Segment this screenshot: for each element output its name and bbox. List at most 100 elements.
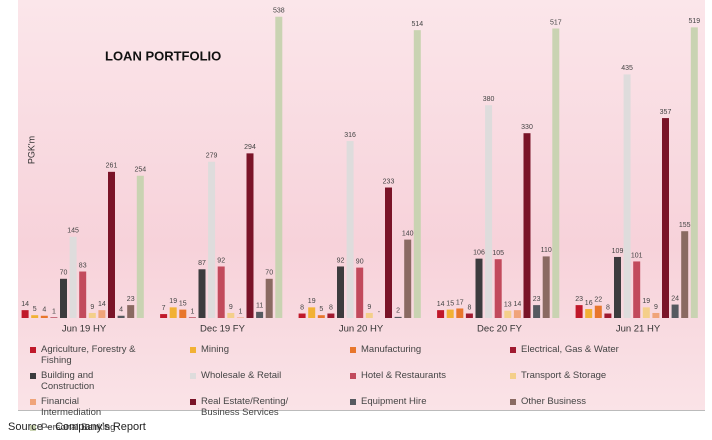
bar xyxy=(552,28,560,318)
legend-swatch xyxy=(350,347,356,353)
bar xyxy=(404,239,412,318)
bar xyxy=(50,317,58,318)
value-label: 19 xyxy=(169,298,177,305)
value-label: 519 xyxy=(688,18,700,25)
value-label: 83 xyxy=(79,262,87,269)
x-tick-label: Dec 19 FY xyxy=(200,324,246,335)
legend-swatch xyxy=(190,347,196,353)
value-label: 23 xyxy=(127,296,135,303)
bar xyxy=(337,266,344,318)
value-label: 1 xyxy=(238,308,242,315)
bar xyxy=(690,27,698,319)
legend-swatch xyxy=(350,373,356,379)
x-tick-label: Jun 21 HY xyxy=(616,324,661,335)
value-label: 9 xyxy=(90,304,94,311)
bar xyxy=(98,310,106,318)
bar xyxy=(652,312,660,318)
bar xyxy=(456,308,464,318)
bar xyxy=(623,74,631,319)
bar xyxy=(385,187,392,318)
value-label: 233 xyxy=(383,178,395,185)
chart-panel xyxy=(18,0,705,411)
value-label: 17 xyxy=(456,299,464,306)
legend-swatch xyxy=(350,399,356,405)
bar xyxy=(394,316,402,318)
x-tick-label: Jun 19 HY xyxy=(62,324,107,335)
legend-label: Real Estate/Renting/ Business Services xyxy=(201,396,289,418)
legend-label: Financial Intermediation xyxy=(41,396,102,418)
bar xyxy=(208,161,216,318)
value-label: 279 xyxy=(206,153,218,160)
value-label: 261 xyxy=(106,163,118,170)
bar xyxy=(275,16,283,318)
legend-label: Other Business xyxy=(521,396,586,407)
value-label: 538 xyxy=(273,8,285,15)
bar xyxy=(198,269,206,318)
legend-label: Mining xyxy=(201,344,229,355)
x-tick-label: Jun 20 HY xyxy=(339,324,384,335)
bar xyxy=(604,313,612,318)
bar xyxy=(327,313,335,318)
bar xyxy=(504,310,512,318)
value-label: 357 xyxy=(660,109,672,116)
value-label: 106 xyxy=(473,249,485,256)
bar xyxy=(575,305,583,318)
legend-label: Hotel & Restaurants xyxy=(361,370,447,381)
bar xyxy=(40,315,48,318)
value-label: 4 xyxy=(42,307,46,314)
bar xyxy=(494,259,502,318)
source-note: Source – Company's Report xyxy=(8,421,146,433)
value-label: 5 xyxy=(319,306,323,313)
value-label: 294 xyxy=(244,144,256,151)
value-label: 254 xyxy=(134,167,146,174)
bar xyxy=(365,312,373,318)
bar xyxy=(642,307,650,318)
legend-label: Equipment Hire xyxy=(361,396,427,407)
bar xyxy=(265,278,273,318)
value-label: 9 xyxy=(229,304,233,311)
legend-label: Manufacturing xyxy=(361,344,422,355)
bar xyxy=(79,271,87,318)
value-label: 8 xyxy=(467,304,471,311)
value-label: 15 xyxy=(179,300,187,307)
legend: Agriculture, Forestry & Fishing Mining Man… xyxy=(30,344,670,433)
legend-label: Building and Construction xyxy=(41,370,95,392)
value-label: 1 xyxy=(190,308,194,315)
value-label: 22 xyxy=(594,297,602,304)
value-label: 316 xyxy=(344,132,356,139)
bar xyxy=(317,315,325,318)
legend-label: Agriculture, Forestry & Fishing xyxy=(41,344,136,366)
bar xyxy=(60,278,67,318)
bar xyxy=(413,30,421,318)
bar xyxy=(217,266,225,318)
bar xyxy=(446,309,454,318)
value-label: 145 xyxy=(67,228,79,235)
legend-label: Transport & Storage xyxy=(521,370,607,381)
bar xyxy=(594,305,602,318)
legend-item: Electrical, Gas & Water xyxy=(510,344,670,366)
legend-item: Transport & Storage xyxy=(510,370,670,392)
legend-swatch xyxy=(190,399,196,405)
value-label: 514 xyxy=(411,21,423,28)
chart-title: LOAN PORTFOLIO xyxy=(105,48,221,63)
bar xyxy=(136,175,144,318)
bar xyxy=(523,133,531,318)
legend-item: Mining xyxy=(190,344,350,366)
legend-swatch xyxy=(510,347,516,353)
value-label: 13 xyxy=(504,302,512,309)
bar xyxy=(227,312,235,318)
bar xyxy=(346,141,354,318)
value-label: 19 xyxy=(308,298,316,305)
value-label: 92 xyxy=(217,257,225,264)
value-label: 101 xyxy=(631,252,643,259)
value-label: 435 xyxy=(621,65,633,72)
bar xyxy=(188,317,196,318)
legend-item: Equipment Hire xyxy=(350,396,510,418)
bar xyxy=(308,307,316,318)
legend-label: Electrical, Gas & Water xyxy=(521,344,619,355)
value-label: 2 xyxy=(396,308,400,315)
value-label: 110 xyxy=(541,247,552,254)
value-label: 517 xyxy=(550,19,562,26)
